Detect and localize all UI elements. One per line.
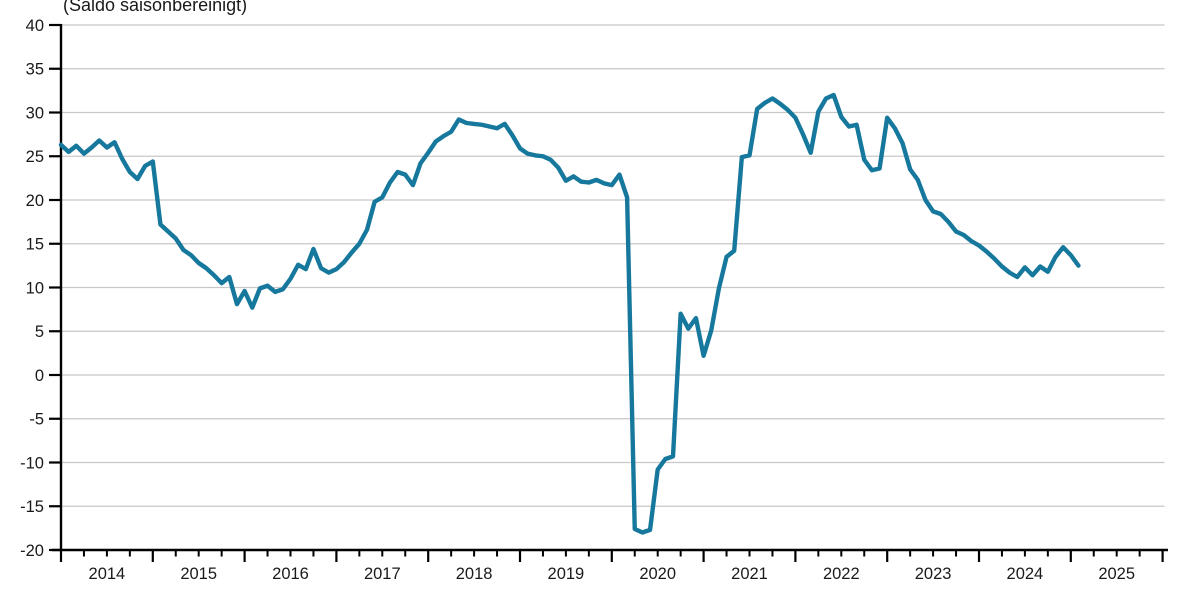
gridlines xyxy=(61,24,1165,507)
data-line xyxy=(58,92,1081,535)
y-tick-label-0: 0 xyxy=(35,367,44,385)
y-tick-label--15: -15 xyxy=(20,498,44,516)
x-year-label-2014: 2014 xyxy=(89,565,126,583)
x-year-label-2017: 2017 xyxy=(364,565,401,583)
y-tick-label--10: -10 xyxy=(20,454,44,472)
y-tick-label-5: 5 xyxy=(35,323,44,341)
x-year-label-2022: 2022 xyxy=(823,565,860,583)
x-year-label-2020: 2020 xyxy=(639,565,676,583)
x-year-label-2025: 2025 xyxy=(1098,565,1135,583)
x-year-label-2024: 2024 xyxy=(1007,565,1044,583)
x-year-label-2018: 2018 xyxy=(456,565,493,583)
x-year-label-2016: 2016 xyxy=(272,565,309,583)
axes-and-ticks xyxy=(49,23,1168,562)
x-year-label-2023: 2023 xyxy=(915,565,952,583)
y-tick-label--5: -5 xyxy=(29,411,44,429)
y-tick-label--20: -20 xyxy=(20,542,44,560)
chart-title: (Saldo saisonbereinigt) xyxy=(63,0,247,15)
y-tick-label-40: 40 xyxy=(26,17,44,35)
y-tick-label-35: 35 xyxy=(26,61,44,79)
data-series xyxy=(58,92,1081,535)
y-tick-label-15: 15 xyxy=(26,236,44,254)
y-tick-label-20: 20 xyxy=(26,192,44,210)
y-tick-label-30: 30 xyxy=(26,104,44,122)
x-year-label-2019: 2019 xyxy=(548,565,585,583)
y-tick-label-25: 25 xyxy=(26,148,44,166)
x-year-label-2021: 2021 xyxy=(731,565,768,583)
x-year-label-2015: 2015 xyxy=(180,565,217,583)
y-tick-label-10: 10 xyxy=(26,279,44,297)
